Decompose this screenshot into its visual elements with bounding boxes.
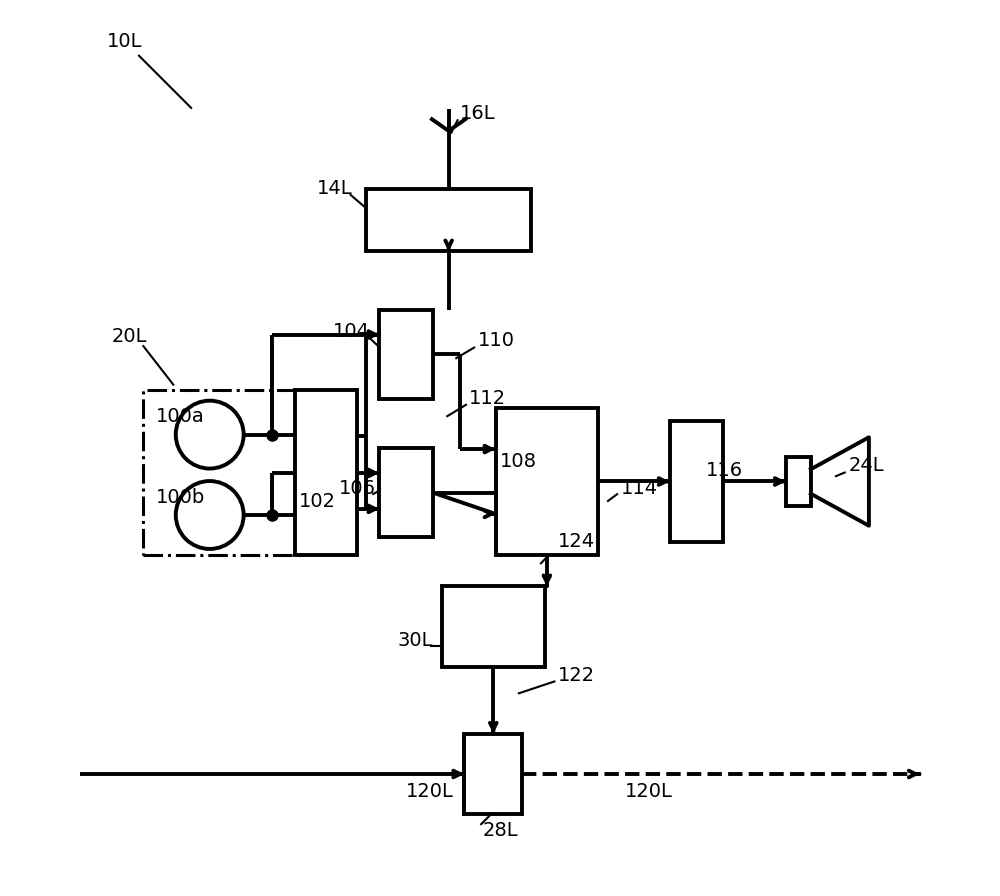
Bar: [366, 189, 531, 252]
Bar: [670, 421, 723, 542]
Text: 30L: 30L: [397, 631, 433, 650]
Text: 100b: 100b: [156, 487, 205, 506]
Bar: [295, 390, 357, 556]
Text: 108: 108: [500, 452, 537, 471]
Text: 116: 116: [705, 461, 743, 480]
Text: 124: 124: [558, 532, 595, 551]
Text: 104: 104: [333, 323, 370, 341]
Text: 122: 122: [558, 667, 595, 685]
Text: 28L: 28L: [482, 821, 518, 840]
Text: 24L: 24L: [848, 456, 884, 476]
Text: 120L: 120L: [406, 782, 454, 801]
Bar: [143, 390, 299, 556]
Bar: [442, 587, 545, 667]
Text: 100a: 100a: [156, 408, 205, 426]
Text: 112: 112: [469, 390, 506, 409]
Text: 110: 110: [478, 332, 515, 350]
Text: 102: 102: [299, 492, 336, 511]
Bar: [379, 309, 433, 399]
Bar: [464, 734, 522, 814]
Text: 10L: 10L: [107, 32, 142, 51]
Text: 120L: 120L: [625, 782, 673, 801]
Text: 114: 114: [621, 478, 658, 497]
Text: 106: 106: [339, 478, 376, 497]
Bar: [496, 408, 598, 556]
Bar: [379, 448, 433, 538]
Text: 20L: 20L: [111, 327, 147, 346]
Text: 14L: 14L: [317, 179, 353, 199]
Text: 16L: 16L: [460, 104, 495, 123]
Bar: [786, 457, 811, 506]
